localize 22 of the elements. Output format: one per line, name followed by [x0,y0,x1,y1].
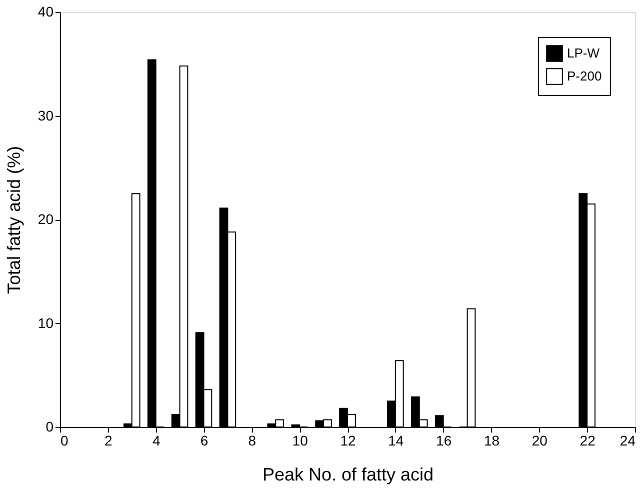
x-tick-label: 18 [484,432,500,448]
y-tick-label: 10 [38,314,54,331]
y-axis-title: Total fatty acid (%) [4,146,24,294]
legend-label: LP-W [567,46,600,60]
x-tick-label: 16 [436,432,452,448]
x-tick-label: 4 [152,432,160,448]
x-tick-label: 12 [340,432,356,448]
y-tick-label: 20 [38,211,54,227]
x-tick-label: 2 [104,432,113,448]
x-axis-title: Peak No. of fatty acid [262,464,434,484]
y-tick-label: 0 [46,418,54,434]
x-tick-label: 20 [532,432,548,448]
y-tick-label: 40 [38,4,54,20]
x-tick-label: 0 [60,432,68,448]
x-tick-label: 10 [292,432,308,448]
y-tick-label: 30 [38,107,54,124]
x-tick-label: 8 [248,432,256,448]
x-tick-label: 22 [580,432,596,448]
x-tick-label: 24 [620,432,636,448]
x-tick-label: 14 [388,432,404,448]
legend-label: P-200 [567,68,602,84]
x-tick-label: 6 [200,432,208,448]
